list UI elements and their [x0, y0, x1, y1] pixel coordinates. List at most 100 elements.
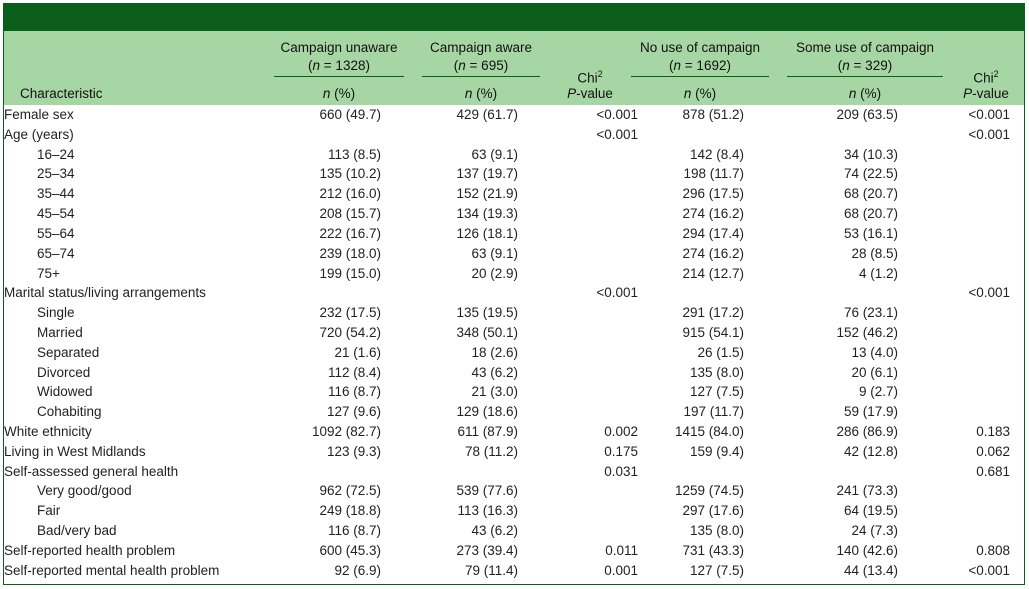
count-cell: 92 (6.9): [334, 562, 381, 578]
group-n-campaign-unaware: (n = 1328): [308, 58, 370, 73]
count-cell: [264, 125, 409, 145]
pvalue-cell: [950, 204, 1024, 224]
count-cell: 660 (49.7): [319, 107, 381, 122]
count-cell: 232 (17.5): [319, 305, 381, 321]
count-cell: [409, 125, 554, 145]
pvalue-cell: 0.808: [976, 542, 1010, 558]
pvalue-cell: [950, 363, 1024, 383]
pvalue-cell: [950, 224, 1024, 244]
table-row: 55–64 222 (16.7) 126 (18.1) 294 (17.4) 53 (1…: [4, 224, 1024, 244]
table-header: Campaign unaware Campaign aware No use o…: [4, 31, 1024, 105]
count-cell: 286 (86.9): [836, 424, 898, 439]
count-cell: 34 (10.3): [843, 146, 898, 162]
pvalue-cell: [950, 521, 1024, 541]
count-cell: 296 (17.5): [682, 186, 744, 202]
table-row: Separated 21 (1.6) 18 (2.6) 26 (1.5) 13 (4.0…: [4, 343, 1024, 363]
count-cell: 78 (11.2): [464, 443, 518, 459]
group-header-no-use: No use of campaign: [639, 40, 761, 55]
group-n-campaign-aware: (n = 695): [453, 58, 509, 73]
count-cell: 135 (19.5): [456, 305, 518, 321]
pvalue-cell: [554, 244, 652, 264]
count-cell: 239 (18.0): [319, 245, 381, 261]
pvalue-cell: <0.001: [968, 562, 1010, 578]
count-cell: 13 (4.0): [851, 344, 898, 360]
count-cell: 135 (10.2): [319, 166, 381, 182]
table-row: Bad/very bad 116 (8.7) 43 (6.2) 135 (8.0) 24…: [4, 521, 1024, 541]
pvalue-cell: <0.001: [596, 126, 638, 142]
table-row: 45–54 208 (15.7) 134 (19.3) 274 (16.2) 68 (2…: [4, 204, 1024, 224]
table-row: Single 232 (17.5) 135 (19.5) 291 (17.2) 76 (…: [4, 303, 1024, 323]
row-label: Divorced: [37, 364, 91, 380]
group-n-some-use: (n = 329): [837, 58, 893, 73]
count-cell: 209 (63.5): [836, 107, 898, 122]
count-cell: 18 (2.6): [471, 344, 518, 360]
n-pct-header: n (%): [683, 86, 717, 101]
row-label: 35–44: [37, 186, 75, 202]
count-cell: 127 (7.5): [689, 562, 744, 578]
pvalue-cell: <0.001: [968, 285, 1010, 301]
row-label: 55–64: [37, 225, 75, 241]
table-row: 75+ 199 (15.0) 20 (2.9) 214 (12.7) 4 (1.2): [4, 264, 1024, 284]
count-cell: 21 (3.0): [471, 384, 518, 400]
pvalue-cell: [950, 501, 1024, 521]
group-n-no-use: (n = 1692): [669, 58, 731, 73]
row-label: Bad/very bad: [37, 523, 117, 539]
count-cell: [786, 125, 950, 145]
table-row: 65–74 239 (18.0) 63 (9.1) 274 (16.2) 28 (8.5…: [4, 244, 1024, 264]
row-label: Married: [37, 324, 83, 340]
row-label: Self-reported mental health problem: [4, 562, 220, 578]
count-cell: [786, 283, 950, 303]
count-cell: [652, 125, 786, 145]
count-cell: 43 (6.2): [471, 364, 518, 380]
count-cell: 127 (9.6): [326, 404, 381, 420]
count-cell: [264, 462, 409, 482]
group-underline: [631, 76, 769, 77]
count-cell: 76 (23.1): [843, 305, 898, 321]
count-cell: 152 (21.9): [456, 186, 518, 202]
count-cell: 152 (46.2): [836, 324, 898, 340]
table-row: Marital status/living arrangements <0.001…: [4, 283, 1024, 303]
count-cell: 68 (20.7): [843, 206, 898, 222]
pvalue-cell: [554, 501, 652, 521]
pvalue-cell: <0.001: [968, 126, 1010, 142]
pvalue-cell: [950, 184, 1024, 204]
count-cell: 64 (19.5): [843, 503, 898, 519]
table-top-bar: [4, 4, 1024, 31]
group-underline: [422, 76, 540, 77]
count-cell: 1259 (74.5): [674, 483, 744, 499]
count-cell: 142 (8.4): [689, 146, 744, 162]
count-cell: [264, 283, 409, 303]
count-cell: 539 (77.6): [456, 483, 518, 499]
count-cell: 126 (18.1): [456, 225, 518, 241]
group-underline: [274, 76, 404, 77]
table-row: Living in West Midlands 123 (9.3) 78 (11.2…: [4, 442, 1024, 462]
row-label: 75+: [37, 265, 60, 281]
pvalue-cell: [554, 164, 652, 184]
count-cell: 4 (1.2): [858, 265, 898, 281]
row-label: White ethnicity: [4, 424, 92, 439]
row-label: Very good/good: [37, 483, 132, 499]
count-cell: 116 (8.7): [327, 523, 381, 539]
count-cell: 112 (8.4): [327, 364, 381, 380]
table-row: Married 720 (54.2) 348 (50.1) 915 (54.1) 152…: [4, 323, 1024, 343]
count-cell: 212 (16.0): [319, 186, 381, 202]
pvalue-cell: 0.031: [604, 463, 638, 479]
count-cell: 116 (8.7): [327, 384, 381, 400]
row-label: 25–34: [37, 166, 75, 182]
table-row: 35–44 212 (16.0) 152 (21.9) 296 (17.5) 68 (2…: [4, 184, 1024, 204]
pvalue-cell: <0.001: [596, 285, 638, 301]
table-frame: Campaign unaware Campaign aware No use o…: [3, 3, 1025, 585]
count-cell: 74 (22.5): [843, 166, 898, 182]
count-cell: [652, 283, 786, 303]
table-row: Very good/good 962 (72.5) 539 (77.6) 1259 (…: [4, 481, 1024, 501]
count-cell: 1092 (82.7): [311, 424, 381, 439]
table-row: Self-reported health problem 600 (45.3) 27…: [4, 541, 1024, 561]
n-pct-header: n (%): [848, 86, 882, 101]
count-cell: 26 (1.5): [697, 344, 744, 360]
count-cell: [409, 283, 554, 303]
row-label: Cohabiting: [37, 404, 102, 420]
table-row: Self-assessed general health 0.031 0.681: [4, 462, 1024, 482]
count-cell: 297 (17.6): [682, 503, 744, 519]
characteristic-header: Characteristic: [20, 86, 103, 101]
pvalue-cell: [950, 303, 1024, 323]
